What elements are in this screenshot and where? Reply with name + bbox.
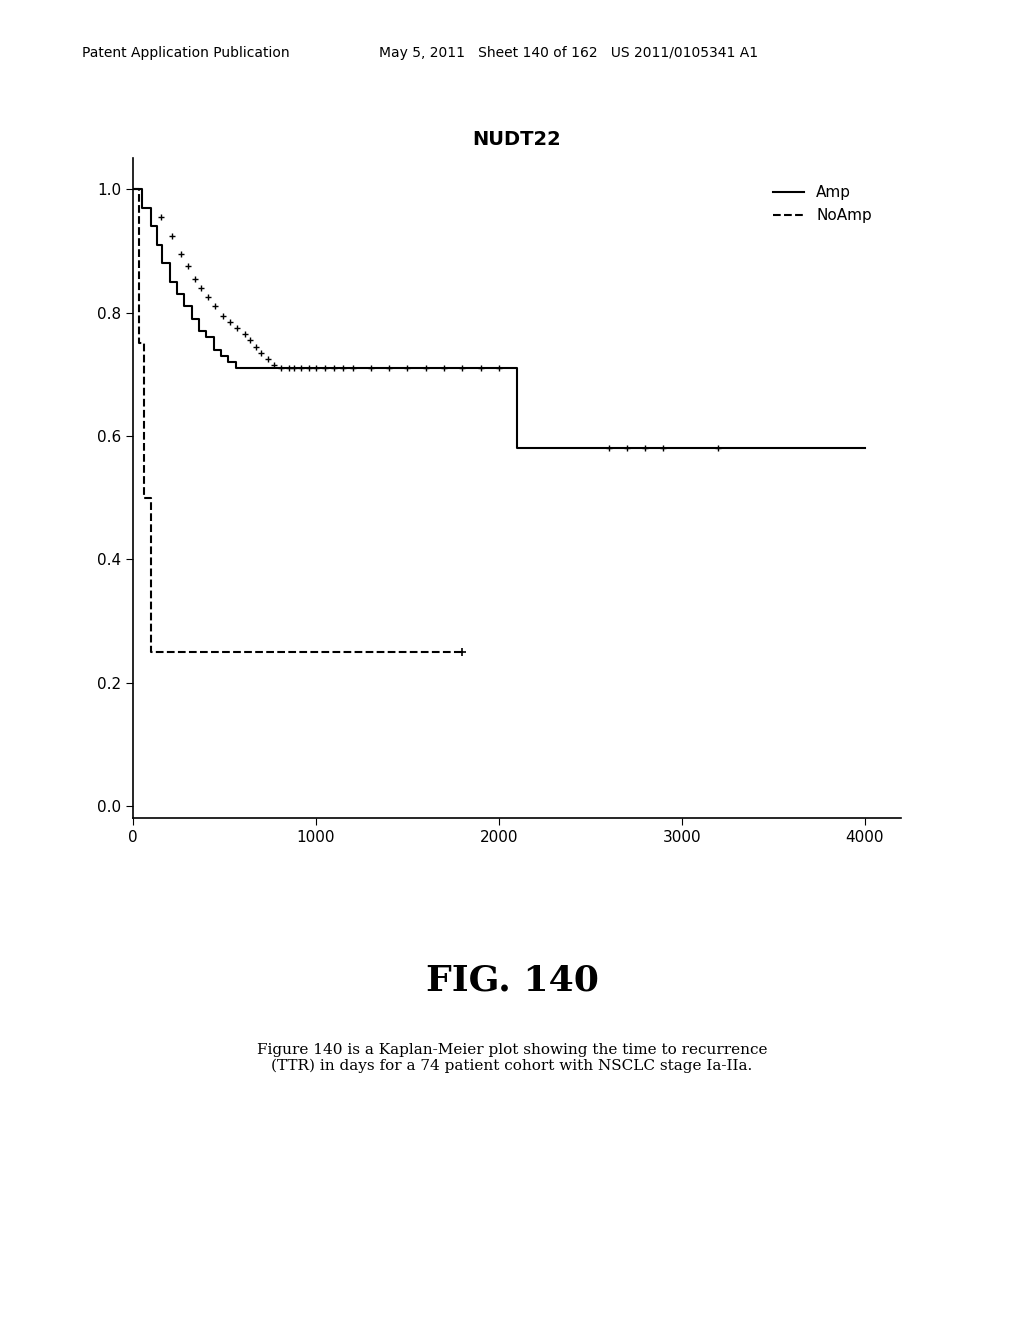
Title: NUDT22: NUDT22 [473, 129, 561, 149]
Text: Figure 140 is a Kaplan-Meier plot showing the time to recurrence
(TTR) in days f: Figure 140 is a Kaplan-Meier plot showin… [257, 1043, 767, 1073]
Text: FIG. 140: FIG. 140 [426, 964, 598, 998]
Text: May 5, 2011   Sheet 140 of 162   US 2011/0105341 A1: May 5, 2011 Sheet 140 of 162 US 2011/010… [379, 46, 758, 61]
Text: Patent Application Publication: Patent Application Publication [82, 46, 290, 61]
Legend: Amp, NoAmp: Amp, NoAmp [767, 180, 879, 230]
